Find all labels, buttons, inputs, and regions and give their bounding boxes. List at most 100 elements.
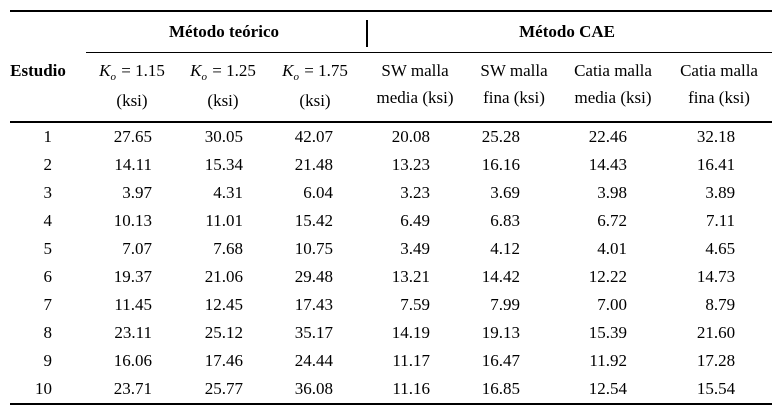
value-cell: 14.19 [391, 323, 431, 342]
value-cell: 10.13 [113, 211, 152, 230]
value-cell: 7.99 [490, 295, 521, 314]
table-row: 5 7.07 7.68 10.75 3.49 4.12 4.01 4.65 [10, 235, 772, 263]
table-row: 8 23.11 25.12 35.17 14.19 19.13 15.39 21… [10, 319, 772, 347]
value-cell: 27.65 [113, 127, 152, 146]
k-subscript: o [293, 71, 300, 83]
group-header-row: Método teórico Método CAE [10, 11, 773, 53]
study-cell: 7 [43, 295, 53, 314]
value-cell: 32.18 [696, 127, 736, 146]
unit-label: (ksi) [299, 91, 331, 110]
value-cell: 6.83 [490, 211, 521, 230]
value-cell: 16.06 [113, 351, 152, 370]
column-label-line1: Catia malla [680, 61, 758, 80]
value-cell: 16.47 [481, 351, 521, 370]
value-cell: 11.16 [392, 379, 431, 398]
value-cell: 25.12 [204, 323, 243, 342]
value-cell: 4.01 [597, 239, 628, 258]
value-cell: 17.46 [204, 351, 243, 370]
column-header-catia-fina: Catia malla fina (ksi) [666, 52, 773, 123]
table-row: 4 10.13 11.01 15.42 6.49 6.83 6.72 7.11 [10, 207, 772, 235]
value-cell: 15.54 [696, 379, 736, 398]
value-cell: 16.85 [481, 379, 521, 398]
value-cell: 7.07 [122, 239, 152, 258]
column-label-line1: Catia malla [574, 61, 652, 80]
value-cell: 14.42 [481, 267, 521, 286]
value-cell: 7.11 [705, 211, 736, 230]
column-header-sw-media: SW malla media (ksi) [362, 52, 469, 123]
study-cell: 2 [43, 155, 53, 174]
group-header-teorico: Método teórico [86, 11, 363, 53]
value-cell: 3.69 [490, 183, 521, 202]
k-symbol: K [282, 61, 294, 80]
column-header-ko-115: Ko = 1.15 (ksi) [86, 52, 178, 123]
table-row: 9 16.06 17.46 24.44 11.17 16.47 11.92 17… [10, 347, 772, 375]
value-cell: 24.44 [294, 351, 334, 370]
value-cell: 36.08 [294, 379, 334, 398]
table-row: 7 11.45 12.45 17.43 7.59 7.99 7.00 8.79 [10, 291, 772, 319]
value-cell: 12.45 [204, 295, 243, 314]
k-symbol: K [190, 61, 202, 80]
column-header-ko-175: Ko = 1.75 (ksi) [268, 52, 363, 123]
k-subscript: o [201, 71, 208, 83]
value-cell: 10.75 [294, 239, 334, 258]
study-cell: 9 [43, 351, 53, 370]
value-cell: 21.48 [294, 155, 334, 174]
column-header-ko-125: Ko = 1.25 (ksi) [178, 52, 268, 123]
column-label-line1: SW malla [480, 61, 548, 80]
value-cell: 29.48 [294, 267, 334, 286]
column-label-line1: SW malla [381, 61, 449, 80]
column-header-catia-media: Catia malla media (ksi) [560, 52, 667, 123]
value-cell: 13.23 [391, 155, 431, 174]
value-cell: 23.71 [113, 379, 152, 398]
value-cell: 30.05 [204, 127, 243, 146]
study-cell: 3 [43, 183, 53, 202]
value-cell: 23.11 [114, 323, 152, 342]
table-row: 6 19.37 21.06 29.48 13.21 14.42 12.22 14… [10, 263, 772, 291]
unit-label: (ksi) [207, 91, 239, 110]
column-label-line2: media (ksi) [376, 88, 454, 107]
value-cell: 14.11 [114, 155, 152, 174]
value-cell: 16.41 [696, 155, 736, 174]
value-cell: 7.00 [597, 295, 628, 314]
table-row: 1 27.65 30.05 42.07 20.08 25.28 22.46 32… [10, 122, 772, 151]
value-cell: 20.08 [391, 127, 431, 146]
column-label-line2: fina (ksi) [483, 88, 545, 107]
study-cell: 8 [43, 323, 53, 342]
group-divider-line [366, 20, 368, 47]
k-value: = 1.75 [300, 61, 348, 80]
value-cell: 25.77 [204, 379, 243, 398]
value-cell: 3.89 [705, 183, 736, 202]
value-cell: 19.37 [113, 267, 152, 286]
table-row: 2 14.11 15.34 21.48 13.23 16.16 14.43 16… [10, 151, 772, 179]
table-row: 10 23.71 25.77 36.08 11.16 16.85 12.54 1… [10, 375, 772, 404]
group-header-cae: Método CAE [362, 11, 773, 53]
k-symbol: K [99, 61, 111, 80]
value-cell: 15.34 [204, 155, 243, 174]
study-cell: 6 [43, 267, 53, 286]
value-cell: 22.46 [588, 127, 628, 146]
value-cell: 3.98 [597, 183, 628, 202]
value-cell: 12.54 [588, 379, 628, 398]
value-cell: 3.49 [400, 239, 431, 258]
value-cell: 21.06 [204, 267, 243, 286]
results-table: Método teórico Método CAE Estudio Ko = 1… [10, 10, 773, 405]
value-cell: 19.13 [481, 323, 521, 342]
value-cell: 4.31 [213, 183, 243, 202]
column-header-sw-fina: SW malla fina (ksi) [468, 52, 561, 123]
study-cell: 1 [43, 127, 53, 146]
value-cell: 16.16 [481, 155, 521, 174]
value-cell: 13.21 [391, 267, 431, 286]
value-cell: 11.17 [392, 351, 431, 370]
value-cell: 17.43 [294, 295, 334, 314]
value-cell: 12.22 [588, 267, 628, 286]
value-cell: 6.04 [303, 183, 334, 202]
value-cell: 6.72 [597, 211, 628, 230]
k-value: = 1.15 [117, 61, 165, 80]
value-cell: 7.68 [213, 239, 243, 258]
value-cell: 15.42 [294, 211, 334, 230]
ko-equation: Ko = 1.25 [178, 57, 268, 87]
value-cell: 14.73 [696, 267, 736, 286]
value-cell: 3.23 [400, 183, 431, 202]
value-cell: 7.59 [400, 295, 431, 314]
column-label-line2: fina (ksi) [688, 88, 750, 107]
